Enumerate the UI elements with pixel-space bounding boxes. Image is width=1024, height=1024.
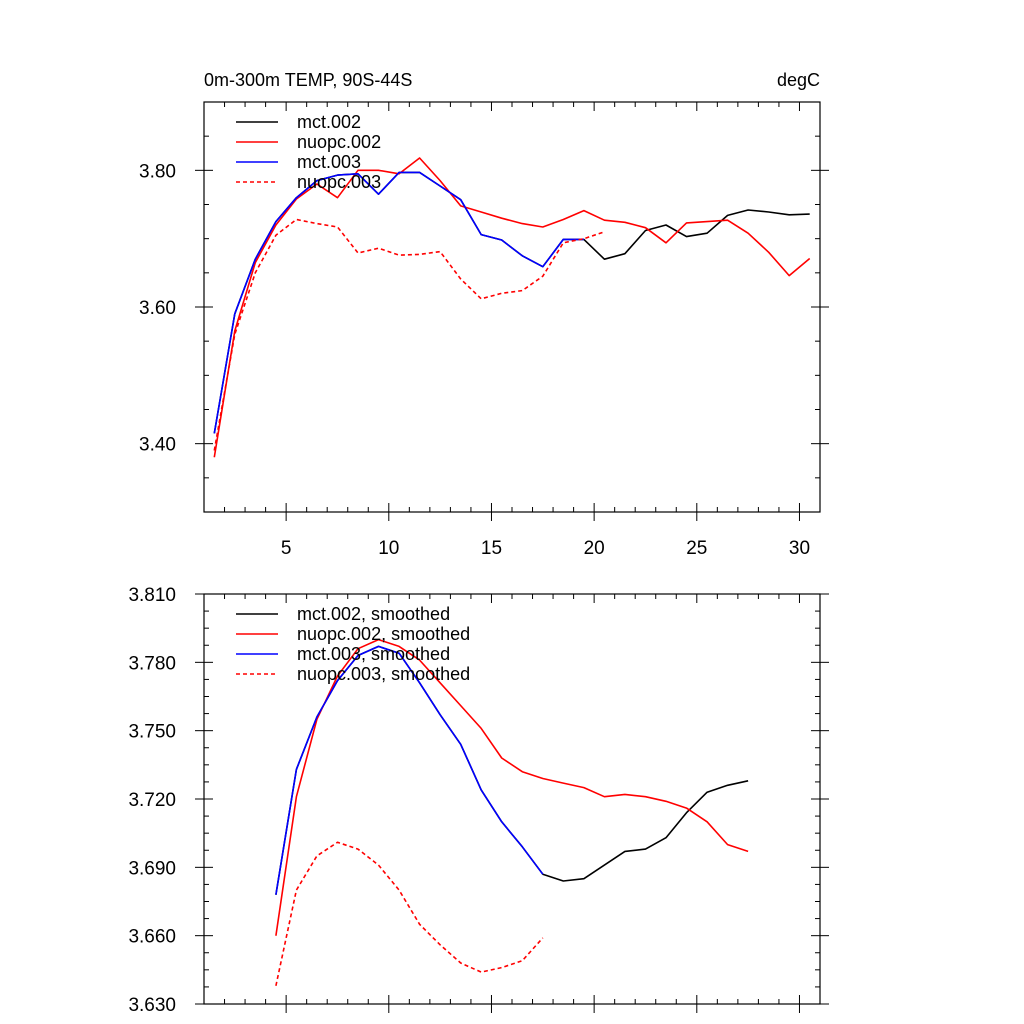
legend-label: nuopc.002, smoothed — [297, 624, 470, 644]
bottom-panel: 3.630 3.660 3.690 3.720 3.750 3.780 3.810 mct.0… — [128, 585, 829, 1016]
y-tick-label: 3.690 — [128, 858, 176, 879]
x-tick-label: 5 — [281, 538, 292, 559]
x-tick-label: 20 — [584, 538, 605, 559]
legend-label: mct.002 — [297, 112, 361, 132]
chart-title-left: 0m-300m TEMP, 90S-44S — [204, 70, 412, 90]
legend-label: nuopc.003 — [297, 172, 381, 192]
y-tick-label: 3.720 — [128, 790, 176, 811]
y-tick-label: 3.80 — [139, 161, 176, 182]
series-line-nuopc-003 — [213, 218, 605, 451]
y-tick-label: 3.780 — [128, 653, 176, 674]
legend-label: nuopc.002 — [297, 132, 381, 152]
y-tick-label: 3.630 — [128, 995, 176, 1016]
series-line-nuopc-002 — [213, 157, 811, 458]
legend-label: mct.002, smoothed — [297, 604, 450, 624]
legend-label: nuopc.003, smoothed — [297, 664, 470, 684]
series-line-mct-003-smoothed — [275, 645, 544, 895]
series-line-nuopc-002-smoothed — [275, 638, 749, 936]
y-tick-label: 3.750 — [128, 722, 176, 743]
y-tick-label: 3.60 — [139, 298, 176, 319]
y-tick-label: 3.40 — [139, 435, 176, 456]
x-tick-label: 25 — [686, 538, 707, 559]
series-line-mct-003 — [213, 171, 584, 434]
y-tick-label: 3.660 — [128, 927, 176, 948]
y-tick-label: 3.810 — [128, 585, 176, 606]
series-line-nuopc-003-smoothed — [275, 841, 544, 986]
legend-label: mct.003, smoothed — [297, 644, 450, 664]
legend-label: mct.003 — [297, 152, 361, 172]
x-tick-label: 10 — [378, 538, 399, 559]
chart-title-right: degC — [777, 70, 820, 90]
series-line-mct-002 — [213, 171, 810, 434]
x-tick-label: 15 — [481, 538, 502, 559]
top-panel: 5 10 15 20 25 30 3.40 3.60 3.80 0m-300m TEMP, 90S… — [139, 70, 829, 559]
x-tick-label: 30 — [789, 538, 810, 559]
